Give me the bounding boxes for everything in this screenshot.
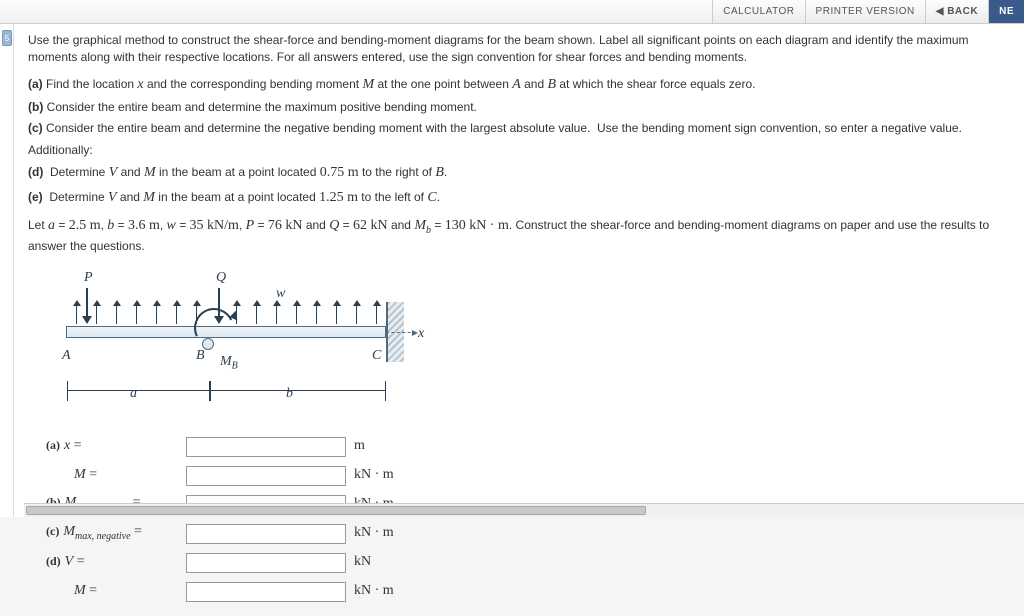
label-q: Q [216,268,226,288]
label-mb: MB [220,352,238,374]
label-w: w [276,284,285,304]
calculator-button[interactable]: CALCULATOR [712,0,804,23]
label-c-point: C [372,346,381,366]
horizontal-scrollbar[interactable] [24,503,1024,517]
label-x: x [418,324,424,344]
answer-row-d-m: M = kN · m [46,579,1008,605]
back-button[interactable]: ◀ BACK [925,0,988,23]
answer-row-d-v: (d)V = kN [46,550,1008,576]
answer-row-c: (c)Mmax, negative = kN · m [46,521,1008,547]
label-a-dim: a [130,384,137,404]
part-label: (c) [46,524,59,538]
left-sidebar: 5 [0,24,14,517]
printer-version-button[interactable]: PRINTER VERSION [805,0,925,23]
force-p-arrow [86,288,88,322]
scrollbar-thumb[interactable] [26,506,646,515]
label-a-point: A [62,346,71,366]
answer-row-a-x: (a)x = m [46,434,1008,460]
answers-section: (a)x = m M = kN · m (b)Mmax, positive = … [46,434,1008,605]
part-b-text: (b) Consider the entire beam and determi… [28,99,1008,116]
input-a-x[interactable] [186,437,346,457]
input-d-m[interactable] [186,582,346,602]
beam-diagram: P Q w x A B MB C a b [46,266,406,426]
part-a-text: (a) Find the location x and the correspo… [28,75,1008,95]
additionally-text: Additionally: [28,142,1008,159]
answer-row-a-m: M = kN · m [46,463,1008,489]
next-button[interactable]: NE [988,0,1024,23]
label-p: P [84,268,93,288]
sidebar-tab[interactable]: 5 [2,30,12,46]
unit-d-v: kN [354,552,371,572]
unit-c: kN · m [354,523,394,543]
part-e-text: (e) Determine V and M in the beam at a p… [28,188,1008,208]
x-axis [386,332,416,333]
part-label: (d) [46,554,61,568]
input-a-m[interactable] [186,466,346,486]
dimension-b [210,390,386,391]
unit-a-x: m [354,436,365,456]
unit-a-m: kN · m [354,465,394,485]
input-c-mmax-neg[interactable] [186,524,346,544]
label-b-point: B [196,346,205,366]
problem-intro: Use the graphical method to construct th… [28,32,1008,67]
part-c-text: (c) Consider the entire beam and determi… [28,120,1008,137]
part-d-text: (d) Determine V and M in the beam at a p… [28,163,1008,183]
dimension-a [67,390,210,391]
input-d-v[interactable] [186,553,346,573]
unit-d-m: kN · m [354,581,394,601]
label-b-dim: b [286,384,293,404]
part-label: (a) [46,438,60,452]
parameters-text: Let a = 2.5 m, b = 3.6 m, w = 35 kN/m, P… [28,216,1008,256]
